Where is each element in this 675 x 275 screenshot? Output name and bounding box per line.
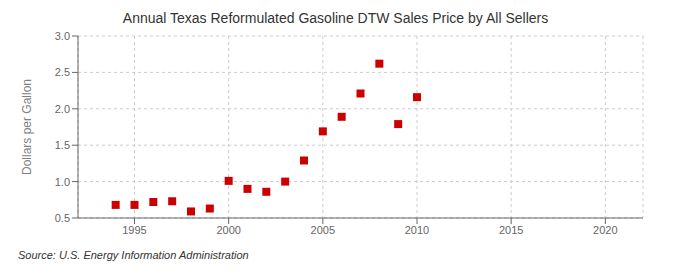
svg-text:0.5: 0.5: [55, 212, 70, 224]
svg-text:1995: 1995: [122, 224, 146, 236]
svg-text:1.0: 1.0: [55, 176, 70, 188]
svg-text:2.0: 2.0: [55, 103, 70, 115]
svg-text:2005: 2005: [311, 224, 335, 236]
html-text:Source: U.S. Energy Informatio: Source: U.S. Energy Information Administ…: [18, 249, 249, 261]
svg-text:2000: 2000: [216, 224, 240, 236]
svg-text:2015: 2015: [499, 224, 523, 236]
svg-text:Dollars per Gallon: Dollars per Gallon: [20, 79, 34, 175]
svg-text:2010: 2010: [405, 224, 429, 236]
svg-text:2020: 2020: [593, 224, 617, 236]
svg-text:3.0: 3.0: [55, 30, 70, 42]
svg-text:2.5: 2.5: [55, 66, 70, 78]
svg-text:1.5: 1.5: [55, 139, 70, 151]
html-text:Annual Texas Reformulated Gaso: Annual Texas Reformulated Gasoline DTW S…: [122, 10, 549, 26]
